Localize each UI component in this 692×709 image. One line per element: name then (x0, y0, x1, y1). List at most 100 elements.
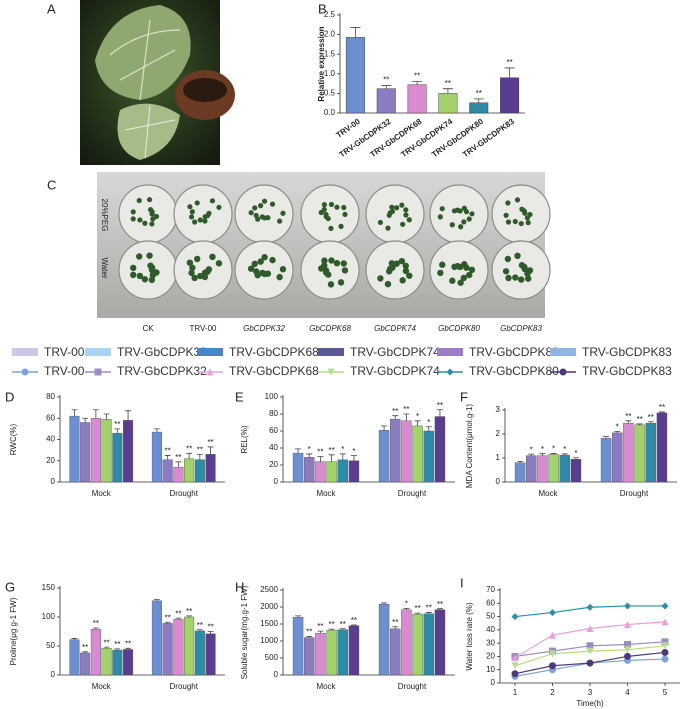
significance-label: ** (82, 643, 88, 652)
bar (69, 415, 80, 483)
significance-label: ** (414, 604, 420, 613)
seed (341, 267, 349, 274)
bar (623, 423, 634, 483)
seed (257, 258, 264, 265)
x-tick-label: Mock (92, 682, 112, 691)
significance-label: * (563, 445, 566, 454)
error-bar (414, 420, 421, 426)
error-bar (392, 415, 399, 420)
seed (402, 262, 410, 270)
seed (247, 265, 255, 272)
bar (123, 649, 134, 676)
significance-label: ** (197, 445, 203, 454)
marker (661, 602, 669, 610)
seed (325, 271, 332, 278)
seed (504, 255, 512, 263)
petri-dish (491, 240, 551, 300)
significance-label: ** (103, 638, 109, 647)
marker (586, 647, 594, 655)
panel-label: F (460, 389, 468, 404)
panel-label: G (5, 579, 15, 594)
bar (90, 418, 101, 483)
seed (386, 268, 393, 275)
panel-label: E (235, 389, 244, 404)
significance-label: ** (165, 613, 171, 622)
marker (624, 646, 631, 654)
seed (254, 271, 261, 279)
seed (206, 210, 212, 216)
seed (328, 257, 335, 264)
seed (146, 252, 153, 259)
y-tick-label: 0 (51, 670, 56, 679)
seed (468, 266, 476, 274)
legend-label: TRV-GbCDPK68 (229, 364, 319, 378)
error-bar (550, 453, 557, 455)
bar (205, 633, 216, 676)
marker (624, 640, 631, 648)
y-tick-label: 100 (265, 392, 279, 401)
bar (423, 613, 435, 676)
x-axis-title: Time(h) (576, 699, 604, 708)
significance-label: ** (186, 607, 192, 616)
x-tick-label: Drought (170, 489, 199, 498)
marker (327, 368, 335, 376)
significance-label: * (552, 445, 555, 454)
error-bar (186, 452, 193, 459)
significance-label: ** (392, 618, 398, 627)
significance-label: ** (392, 407, 398, 416)
error-bar (442, 88, 453, 94)
seed (277, 218, 283, 224)
error-bar (306, 453, 313, 458)
y-tick-label: 0 (491, 678, 496, 687)
bar (112, 432, 123, 483)
seed (252, 205, 258, 211)
x-tick-label: TRV-GbCDPK32 (338, 117, 393, 160)
bar (345, 37, 365, 114)
error-bar (92, 627, 99, 630)
bar (434, 416, 446, 483)
bar (162, 623, 173, 676)
seed (402, 267, 410, 275)
bar (151, 431, 162, 483)
significance-label: ** (197, 621, 203, 630)
petri-dish (118, 184, 178, 244)
marker (446, 368, 454, 376)
legend-label: TRV-GbCDPK74 (350, 345, 440, 359)
bar (326, 461, 337, 483)
error-bar (114, 648, 121, 651)
y-tick-label: 60 (269, 426, 278, 435)
legend-label: TRV-GbCDPK80 (469, 345, 559, 359)
error-bar (92, 409, 99, 419)
y-tick-label: 150 (42, 583, 56, 592)
seed (328, 201, 335, 208)
error-bar (436, 409, 443, 417)
seed (149, 221, 155, 227)
seed (386, 212, 392, 218)
column-label: GbCDPK83 (500, 324, 542, 333)
seed (141, 276, 149, 283)
seed (338, 223, 344, 229)
y-axis-title: RWC(%) (9, 423, 18, 455)
error-bar (207, 631, 214, 634)
seed (269, 201, 276, 207)
petri-dish (173, 240, 233, 300)
seed (205, 266, 213, 273)
seed (130, 216, 136, 222)
significance-label: * (616, 422, 619, 431)
bar (378, 429, 390, 483)
bar (389, 418, 401, 483)
error-bar (392, 626, 399, 629)
y-tick-label: 2500 (260, 585, 278, 594)
y-tick-label: 10 (486, 665, 495, 674)
x-tick-label: 5 (663, 688, 668, 697)
seed (146, 197, 153, 203)
error-bar (82, 417, 89, 423)
error-bar (350, 455, 357, 461)
significance-label: * (530, 445, 533, 454)
error-bar (614, 430, 621, 433)
significance-label: * (574, 449, 577, 458)
x-tick-label: TRV-GbCDPK83 (461, 117, 516, 160)
seed (192, 219, 198, 225)
y-tick-label: 3 (496, 405, 501, 414)
bar (600, 438, 612, 483)
